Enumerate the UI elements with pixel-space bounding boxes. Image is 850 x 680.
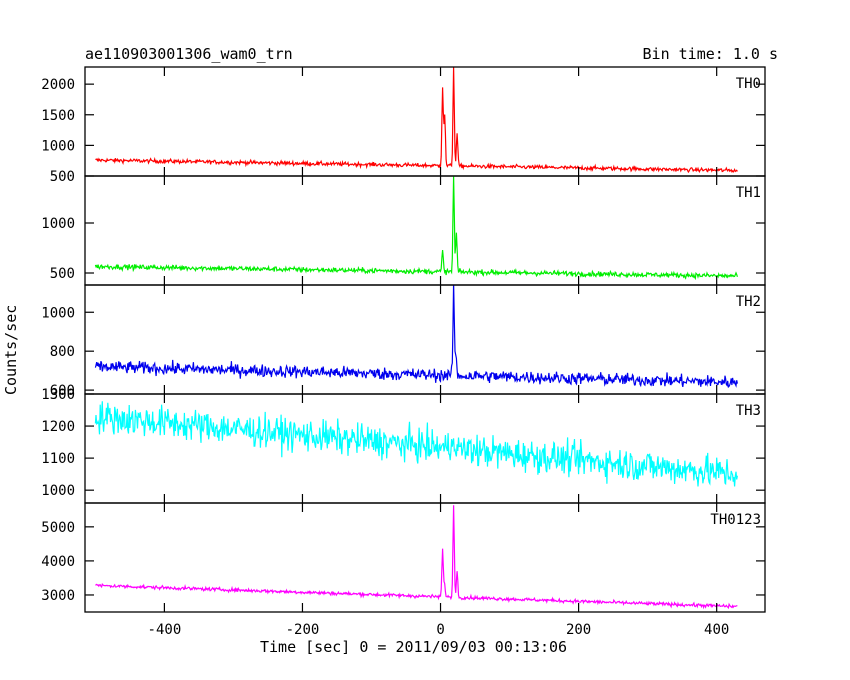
chart-title: ae110903001306_wam0_trn	[85, 45, 293, 63]
panel-label: TH1	[736, 185, 761, 201]
series-line-th2	[94, 285, 738, 389]
panel-label: TH2	[736, 294, 761, 310]
y-tick-label: 1000	[41, 138, 75, 154]
panel-label: TH0	[736, 76, 761, 92]
bin-time-label: Bin time: 1.0 s	[642, 45, 778, 63]
y-axis-label: Counts/sec	[2, 304, 20, 395]
series-line-th0	[95, 67, 738, 174]
y-tick-label: 1000	[41, 216, 75, 232]
x-tick-label: 400	[704, 622, 729, 638]
panel-frame	[84, 284, 766, 395]
y-tick-label: 1000	[41, 305, 75, 321]
panel-th3: 1000 1100 1200 1300 TH3	[41, 387, 766, 504]
y-tick-label: 3000	[41, 588, 75, 604]
panel-th2: 600 800 1000 TH2	[41, 284, 766, 399]
x-tick-label: -200	[286, 622, 320, 638]
y-tick-label: 1000	[41, 483, 75, 499]
series-line-th1	[94, 176, 738, 281]
panel-label: TH0123	[710, 512, 761, 528]
y-tick-label: 1100	[41, 451, 75, 467]
x-tick-label: 0	[436, 622, 444, 638]
series-line-th0123	[95, 505, 738, 610]
y-tick-label: 4000	[41, 554, 75, 570]
y-tick-label: 5000	[41, 520, 75, 536]
y-tick-label: 500	[50, 169, 75, 185]
y-tick-label: 500	[50, 266, 75, 282]
panel-th0123: 3000 4000 5000 TH0123	[41, 502, 766, 613]
y-tick-label: 600	[50, 383, 75, 399]
panel-label: TH3	[736, 403, 761, 419]
y-tick-label: 800	[50, 344, 75, 360]
y-tick-label: 1500	[41, 108, 75, 124]
y-tick-label: 2000	[41, 77, 75, 93]
series-line-th3	[94, 401, 738, 487]
x-axis-label: Time [sec] 0 = 2011/09/03 00:13:06	[260, 638, 568, 656]
x-tick-label: 200	[566, 622, 591, 638]
panel-th1: 500 1000 TH1	[41, 175, 766, 286]
y-tick-label: 1300	[41, 387, 75, 403]
panel-th0: 500 1000 1500 2000 TH0	[41, 66, 766, 185]
x-tick-label: -400	[148, 622, 182, 638]
panel-frame	[84, 502, 766, 613]
y-tick-label: 1200	[41, 419, 75, 435]
